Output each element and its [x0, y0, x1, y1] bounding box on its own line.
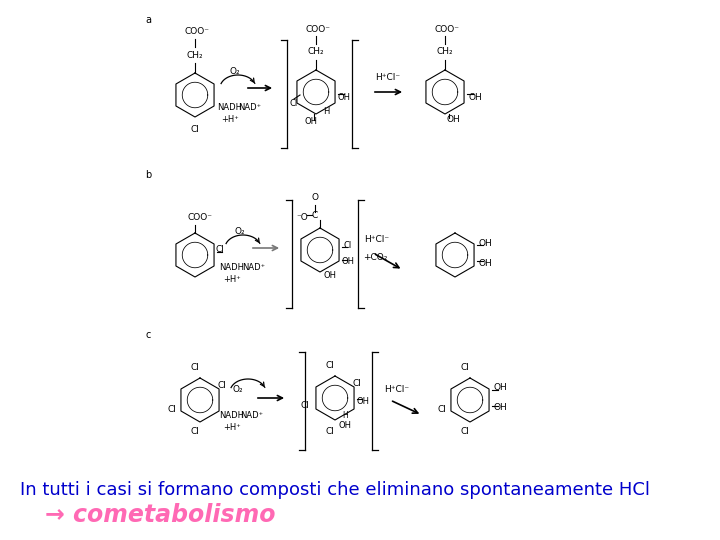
Text: +H⁺: +H⁺: [223, 275, 241, 285]
Text: OH: OH: [493, 403, 507, 413]
Text: a: a: [145, 15, 151, 25]
Text: OH: OH: [338, 422, 351, 430]
Text: Cl: Cl: [325, 428, 334, 436]
Text: NADH: NADH: [220, 264, 245, 273]
Text: Cl: Cl: [438, 406, 446, 415]
Text: Cl: Cl: [191, 125, 199, 133]
Text: O₂: O₂: [235, 227, 246, 237]
Text: c: c: [145, 330, 150, 340]
Text: OH: OH: [468, 92, 482, 102]
Text: OH: OH: [493, 383, 507, 393]
Text: H: H: [342, 411, 348, 421]
Text: Cl: Cl: [461, 363, 469, 373]
Text: COO⁻: COO⁻: [184, 28, 210, 37]
Text: OH: OH: [478, 259, 492, 267]
Text: O₂: O₂: [233, 386, 243, 395]
Text: H⁺Cl⁻: H⁺Cl⁻: [364, 235, 390, 245]
Text: COO⁻: COO⁻: [305, 24, 330, 33]
Text: Cl: Cl: [217, 381, 226, 389]
Text: OH: OH: [338, 92, 351, 102]
Text: CH₂: CH₂: [437, 48, 454, 57]
Text: CH₂: CH₂: [186, 51, 203, 59]
Text: H: H: [323, 107, 329, 117]
Text: Cl: Cl: [191, 428, 199, 436]
Text: C: C: [312, 211, 318, 219]
Text: OH: OH: [446, 116, 460, 125]
Text: Cl: Cl: [290, 99, 298, 109]
Text: Cl: Cl: [344, 240, 352, 249]
Text: → cometabolismo: → cometabolismo: [45, 503, 276, 527]
Text: NADH: NADH: [217, 104, 243, 112]
Text: b: b: [145, 170, 151, 180]
Text: OH: OH: [356, 396, 369, 406]
Text: OH: OH: [305, 118, 318, 126]
Text: OH: OH: [341, 258, 354, 267]
Text: OH: OH: [323, 272, 336, 280]
Text: +H⁺: +H⁺: [221, 116, 239, 125]
Text: Cl: Cl: [191, 363, 199, 373]
Text: Cl: Cl: [168, 406, 176, 415]
Text: OH: OH: [478, 239, 492, 247]
Text: Cl: Cl: [461, 428, 469, 436]
Text: NADH: NADH: [220, 410, 245, 420]
Text: Cl: Cl: [215, 246, 225, 254]
Text: ⁻O: ⁻O: [296, 213, 308, 222]
Text: NAD⁺: NAD⁺: [238, 104, 261, 112]
Text: O: O: [312, 193, 318, 202]
Text: NAD⁺: NAD⁺: [240, 410, 264, 420]
Text: COO⁻: COO⁻: [187, 213, 212, 222]
Text: O₂: O₂: [230, 68, 240, 77]
Text: CH₂: CH₂: [307, 48, 324, 57]
Text: COO⁻: COO⁻: [434, 24, 459, 33]
Text: NAD⁺: NAD⁺: [243, 264, 266, 273]
Text: H⁺Cl⁻: H⁺Cl⁻: [384, 386, 410, 395]
Text: Cl: Cl: [353, 379, 361, 388]
Text: H⁺Cl⁻: H⁺Cl⁻: [375, 73, 400, 83]
Text: +H⁺: +H⁺: [223, 422, 241, 431]
Text: +CO₂: +CO₂: [363, 253, 387, 262]
Text: Cl: Cl: [300, 402, 310, 410]
Text: In tutti i casi si formano composti che eliminano spontaneamente HCl: In tutti i casi si formano composti che …: [20, 481, 650, 499]
Text: Cl: Cl: [325, 361, 334, 370]
